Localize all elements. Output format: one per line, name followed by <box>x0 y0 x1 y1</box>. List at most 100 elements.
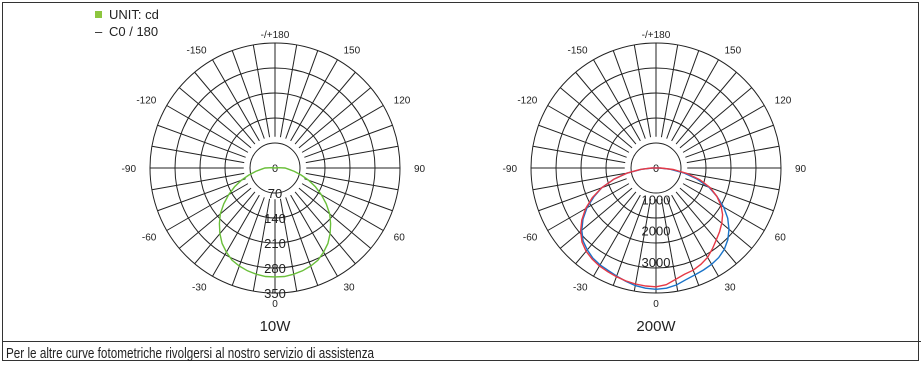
polar-ring <box>630 142 682 194</box>
polar-spoke <box>559 187 633 249</box>
radial-tick-label: 350 <box>264 286 286 301</box>
polar-spoke <box>685 178 774 212</box>
polar-spoke <box>538 124 627 158</box>
polar-spoke <box>166 105 249 153</box>
polar-spoke <box>666 50 700 139</box>
polar-spoke <box>671 59 719 142</box>
polar-spoke <box>231 50 265 139</box>
angle-label: -150 <box>567 45 587 56</box>
angle-label: 120 <box>394 96 411 107</box>
radial-tick-label: 210 <box>264 236 286 251</box>
angle-label: -90 <box>122 164 137 175</box>
polar-spoke <box>305 172 399 191</box>
radial-tick-label: 70 <box>268 186 282 201</box>
radial-tick-label: 2000 <box>642 224 671 239</box>
radial-tick-label: 140 <box>264 211 286 226</box>
polar-spoke <box>301 183 384 231</box>
polar-spoke <box>660 198 679 292</box>
polar-chart-0: -/+180 150 -150 120 -120 90 -90 60 -60 30 -30 0 0 70 1… <box>122 30 426 335</box>
polar-spoke <box>252 198 271 292</box>
polar-spoke <box>157 178 246 212</box>
polar-spoke <box>151 145 245 164</box>
polar-spoke <box>279 198 298 292</box>
polar-spoke <box>151 172 245 191</box>
polar-spoke <box>685 124 774 158</box>
polar-spoke <box>157 124 246 158</box>
polar-spoke <box>532 172 626 191</box>
legend-unit-label: UNIT: cd <box>109 7 159 22</box>
polar-spoke <box>285 197 319 286</box>
radial-tick-label: 280 <box>264 261 286 276</box>
polar-spoke <box>212 194 260 277</box>
polar-spoke <box>612 197 646 286</box>
angle-label: -150 <box>186 45 206 56</box>
angle-label: 120 <box>775 96 792 107</box>
polar-spoke <box>538 178 627 212</box>
legend-unit-row: UNIT: cd <box>95 6 159 23</box>
polar-spoke <box>575 71 637 145</box>
polar-spoke <box>178 187 252 249</box>
polar-spoke <box>547 105 630 153</box>
angle-label: 0 <box>272 299 278 310</box>
angle-label: 30 <box>725 283 737 294</box>
polar-spoke <box>593 194 641 277</box>
chart-title: 200W <box>636 318 676 335</box>
polar-spoke <box>675 191 737 265</box>
polar-spoke <box>304 124 393 158</box>
angle-label: 150 <box>344 45 361 56</box>
angle-label: 30 <box>344 283 356 294</box>
polar-spoke <box>633 198 652 292</box>
center-label: 0 <box>653 163 659 175</box>
polar-chart-1: -/+180 150 -150 120 -120 90 -90 60 -60 30 -30 0 0 100… <box>503 30 807 335</box>
legend-series-dash: – <box>95 24 103 39</box>
polar-spoke <box>679 87 753 149</box>
polar-spoke <box>686 145 780 164</box>
angle-label: -30 <box>573 283 588 294</box>
radial-tick-label: 1000 <box>642 192 671 207</box>
polar-spoke <box>301 105 384 153</box>
polar-spoke <box>633 44 652 138</box>
angle-label: -120 <box>517 96 537 107</box>
angle-label: 90 <box>795 164 807 175</box>
series-curve-0 <box>218 166 332 278</box>
polar-spoke <box>671 194 719 277</box>
polar-spoke <box>285 50 319 139</box>
polar-spoke <box>593 59 641 142</box>
polar-spoke <box>532 145 626 164</box>
angle-label: -90 <box>503 164 518 175</box>
angle-label: 60 <box>394 233 406 244</box>
polar-spoke <box>660 44 679 138</box>
polar-spoke <box>675 71 737 145</box>
chart-title: 10W <box>260 318 292 335</box>
angle-label: -30 <box>192 283 207 294</box>
polar-spoke <box>682 105 765 153</box>
polar-spoke <box>298 87 372 149</box>
polar-spoke <box>231 197 265 286</box>
polar-spoke <box>612 50 646 139</box>
polar-spoke <box>559 87 633 149</box>
polar-spoke <box>194 191 256 265</box>
angle-label: 90 <box>414 164 426 175</box>
polar-spoke <box>252 44 271 138</box>
footnote: Per le altre curve fotometriche rivolger… <box>6 345 375 362</box>
polar-spoke <box>294 191 356 265</box>
chart-frame <box>2 2 919 361</box>
radial-tick-label: 3000 <box>642 255 671 270</box>
polar-spoke <box>679 187 753 249</box>
angle-label: 150 <box>725 45 742 56</box>
angle-label: 0 <box>653 299 659 310</box>
polar-spoke <box>686 172 780 191</box>
legend-series-row: – C0 / 180 <box>95 23 159 40</box>
polar-spoke <box>290 194 338 277</box>
polar-spoke <box>212 59 260 142</box>
polar-spoke <box>304 178 393 212</box>
angle-label: -60 <box>142 233 157 244</box>
angle-label: -60 <box>523 233 538 244</box>
series-curve-1 <box>579 167 724 288</box>
polar-spoke <box>178 87 252 149</box>
polar-spoke <box>279 44 298 138</box>
polar-spoke <box>298 187 372 249</box>
legend-unit-swatch <box>95 11 102 18</box>
polar-spoke <box>290 59 338 142</box>
